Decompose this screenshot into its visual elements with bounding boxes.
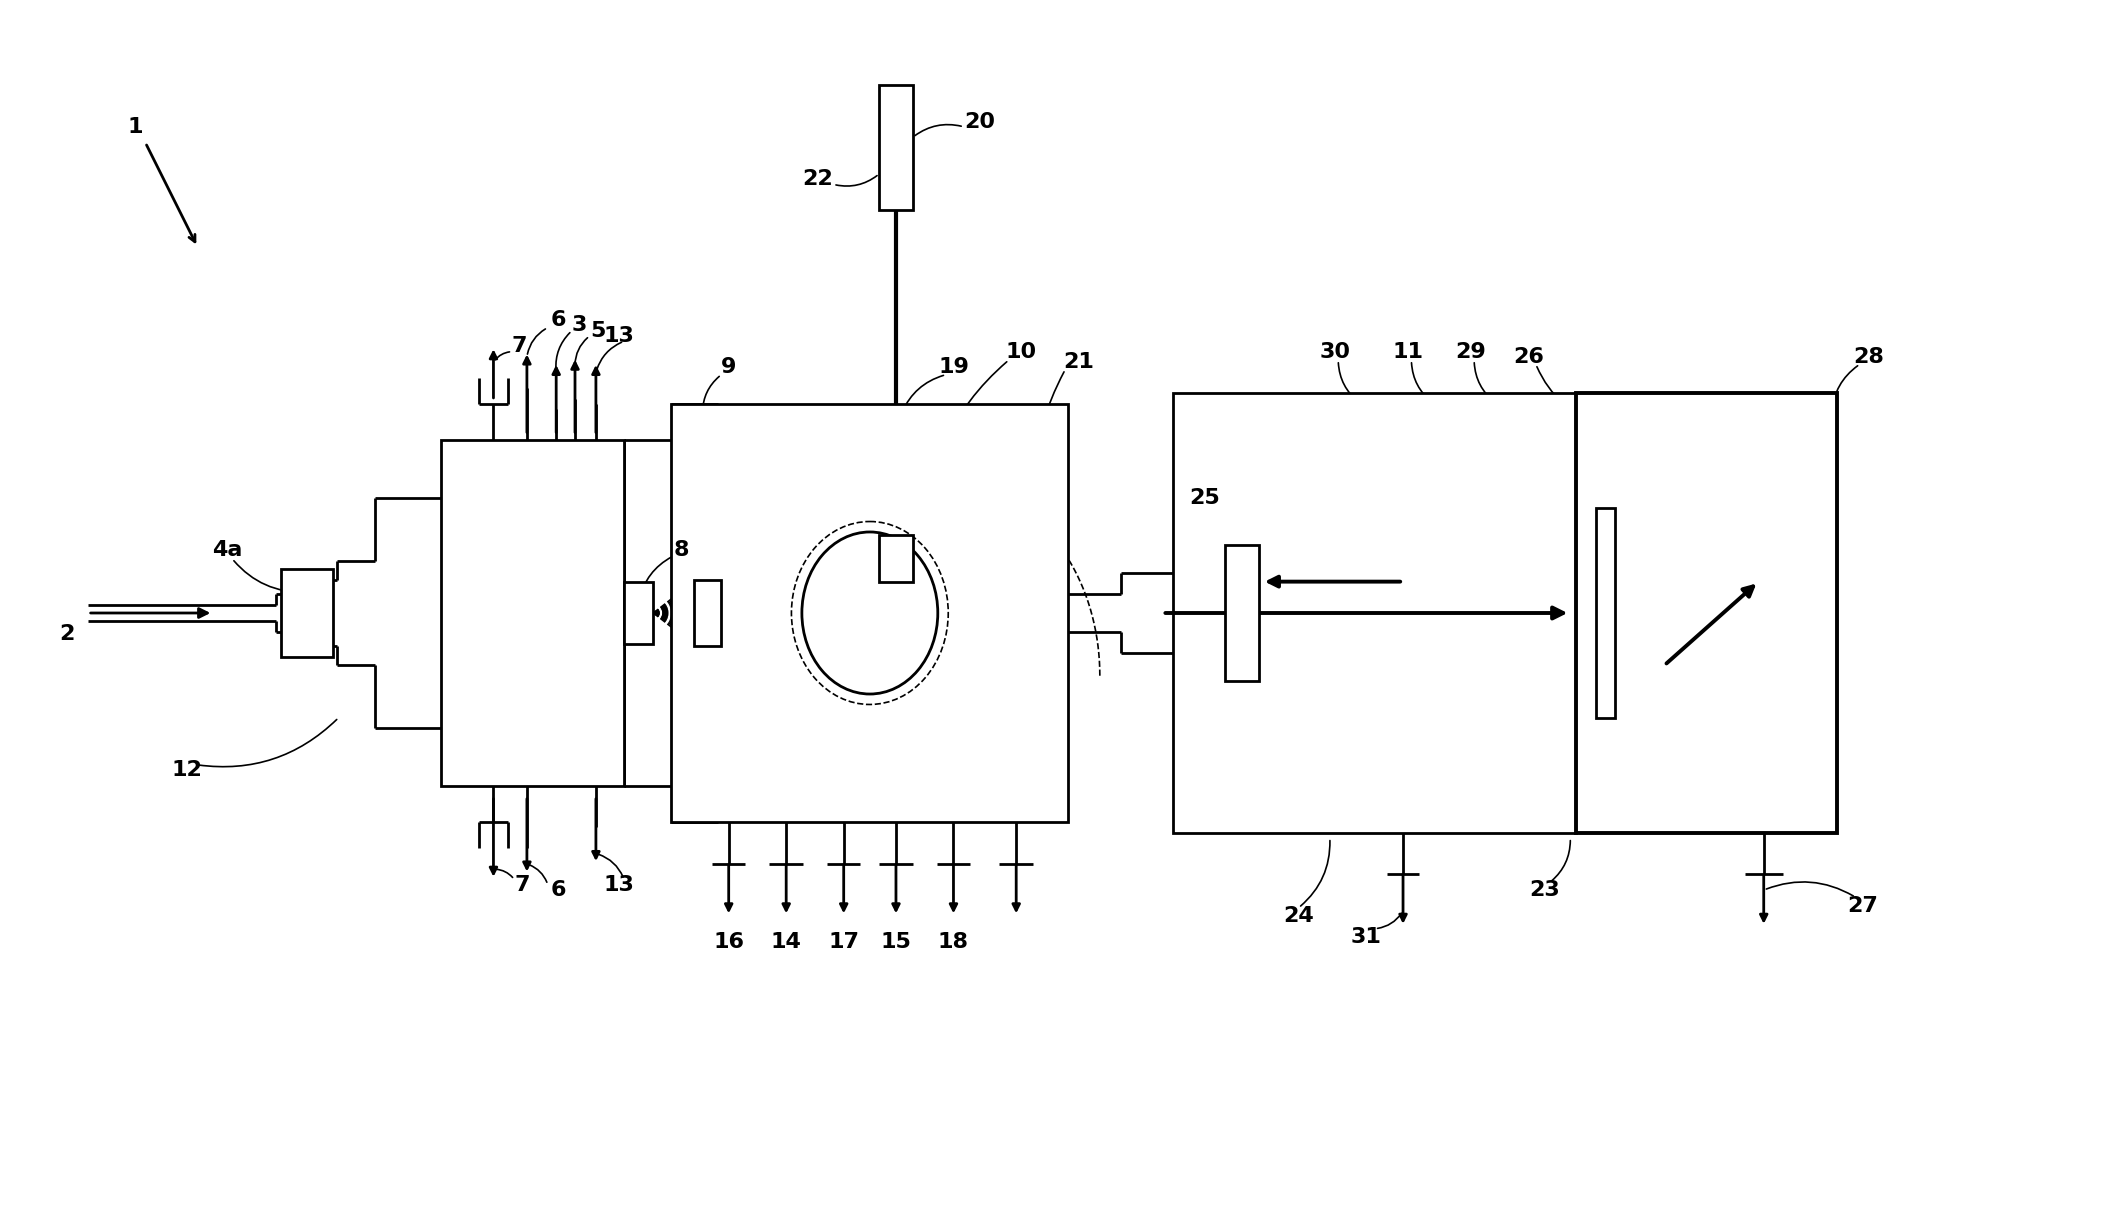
Text: 27: 27 (1849, 896, 1878, 916)
Text: 26: 26 (1512, 347, 1544, 367)
Bar (1174, 394, 1576, 832)
Bar (1576, 394, 1838, 832)
Text: 25: 25 (1189, 488, 1220, 508)
Bar (281, 569, 334, 657)
Text: 17: 17 (829, 932, 859, 953)
Text: 3: 3 (571, 315, 586, 336)
Text: 9: 9 (721, 357, 736, 378)
Text: 1: 1 (127, 116, 142, 137)
Text: 4a: 4a (212, 541, 241, 560)
Text: 7: 7 (512, 336, 527, 357)
Text: 19: 19 (939, 357, 969, 378)
Bar (670, 403, 1068, 823)
Bar (880, 85, 914, 211)
Text: 22: 22 (802, 169, 833, 189)
Ellipse shape (802, 532, 937, 694)
Bar (1597, 509, 1616, 717)
Bar (442, 440, 624, 786)
Text: 15: 15 (880, 932, 912, 953)
Text: 30: 30 (1320, 342, 1351, 362)
Text: 11: 11 (1394, 342, 1423, 362)
Text: 21: 21 (1064, 352, 1093, 371)
Text: 8: 8 (675, 541, 689, 560)
Text: 12: 12 (171, 760, 203, 780)
Bar (624, 581, 654, 645)
Text: 6: 6 (550, 880, 567, 900)
Text: 20: 20 (964, 112, 996, 131)
Bar (880, 535, 914, 581)
Text: 28: 28 (1853, 347, 1884, 367)
Text: 24: 24 (1284, 906, 1313, 926)
Text: 14: 14 (770, 932, 802, 953)
Bar (694, 580, 721, 646)
Text: 29: 29 (1455, 342, 1487, 362)
Text: 13: 13 (603, 326, 634, 346)
Text: 7: 7 (514, 875, 531, 895)
Text: 6: 6 (550, 310, 567, 330)
Text: 18: 18 (937, 932, 969, 953)
Text: 16: 16 (713, 932, 744, 953)
Text: 5: 5 (590, 321, 605, 341)
Text: 23: 23 (1529, 880, 1559, 900)
Text: 13: 13 (603, 875, 634, 895)
Bar (1225, 546, 1258, 680)
Text: 10: 10 (1007, 342, 1036, 362)
Ellipse shape (791, 521, 948, 705)
Text: 2: 2 (59, 624, 74, 644)
Text: 31: 31 (1351, 927, 1381, 948)
